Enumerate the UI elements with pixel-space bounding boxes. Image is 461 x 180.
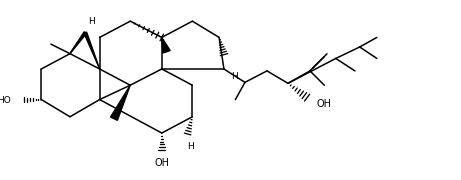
Polygon shape (162, 37, 170, 53)
Text: H: H (187, 142, 194, 151)
Polygon shape (70, 32, 87, 54)
Polygon shape (111, 85, 130, 120)
Text: HO: HO (0, 96, 11, 105)
Text: OH: OH (317, 99, 331, 109)
Text: OH: OH (154, 158, 169, 168)
Polygon shape (84, 32, 100, 69)
Text: H: H (88, 17, 95, 26)
Text: H: H (231, 72, 238, 81)
